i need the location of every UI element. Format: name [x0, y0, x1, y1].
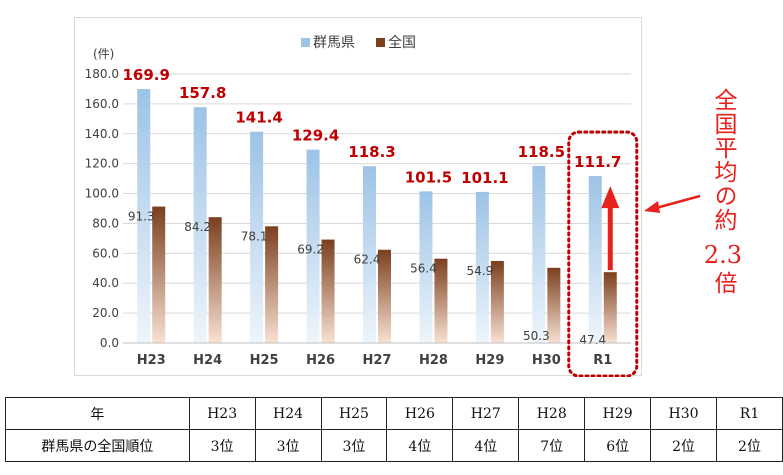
legend-swatch: [376, 38, 385, 47]
y-tick-label: 0.0: [100, 336, 119, 350]
table-cell: 3位: [188, 429, 256, 462]
bar-gunma: [588, 176, 602, 343]
legend-label: 全国: [388, 34, 416, 51]
table-cell: 7位: [518, 429, 586, 462]
y-tick-label: 120.0: [85, 157, 119, 171]
x-tick-label: H23: [137, 353, 166, 368]
table-cell: 年: [5, 397, 190, 430]
data-label-gunma: 141.4: [235, 109, 282, 127]
data-label-national: 47.4: [579, 333, 606, 347]
y-tick-label: 140.0: [85, 127, 119, 141]
ratio-callout: 全国平均の約 2.3 倍: [700, 88, 746, 302]
x-tick-label: H28: [419, 353, 448, 368]
table-cell: H28: [518, 397, 586, 430]
legend-swatch: [301, 38, 310, 47]
legend-label: 群馬県: [313, 35, 355, 51]
data-label-national: 50.3: [523, 329, 550, 343]
table-cell: 3位: [254, 429, 322, 462]
x-tick-label: H24: [193, 353, 222, 368]
table-cell: H30: [650, 397, 718, 430]
table-cell: H23: [188, 397, 256, 430]
callout-text-top: 全国平均の約: [710, 88, 736, 232]
data-label-national: 54.9: [467, 264, 494, 278]
data-label-gunma: 101.5: [405, 168, 452, 186]
bar-gunma: [419, 191, 433, 343]
bar-national: [434, 258, 448, 343]
data-label-gunma: 118.5: [518, 143, 565, 161]
table-cell: 4位: [452, 429, 520, 462]
table-header-row: 年 H23 H24 H25 H26 H27 H28 H29 H30 R1: [5, 397, 783, 430]
y-tick-label: 100.0: [85, 187, 119, 201]
highlight-box: [567, 130, 639, 377]
up-arrow-head: [601, 186, 620, 209]
data-label-gunma: 111.7: [574, 153, 621, 171]
bar-gunma: [193, 107, 207, 343]
bar-chart: 169.9 91.3 157.8 84.2 141.4 78.1 129.4 69.2 118.…: [85, 34, 639, 377]
x-tick-label: H27: [363, 353, 392, 368]
y-tick-label: 20.0: [92, 306, 119, 320]
bar-gunma: [306, 149, 320, 343]
y-tick-label: 180.0: [85, 67, 119, 81]
table-cell: 2位: [650, 429, 718, 462]
data-label-national: 56.4: [410, 262, 437, 276]
table-cell: 3位: [320, 429, 388, 462]
bar-gunma: [363, 166, 376, 343]
bar-national: [603, 272, 617, 343]
pointer-arrow-line: [655, 194, 701, 210]
pointer-arrow-head: [644, 201, 660, 213]
bar-national: [321, 239, 335, 343]
callout-number: 2.3: [703, 241, 743, 269]
x-tick-label: H25: [250, 353, 279, 368]
bar-gunma: [475, 191, 489, 343]
x-tick-label: R1: [593, 353, 612, 368]
table-cell: R1: [716, 397, 783, 430]
y-tick-label: 80.0: [92, 216, 119, 230]
table-row: 群馬県の全国順位 3位 3位 3位 4位 4位 7位 6位 2位 2位: [5, 429, 783, 462]
data-label-national: 62.4: [354, 253, 381, 267]
data-label-gunma: 118.3: [348, 143, 395, 161]
table-cell: 4位: [386, 429, 454, 462]
table-cell: 群馬県の全国順位: [5, 429, 190, 462]
bar-national: [265, 226, 279, 343]
table-cell: H27: [452, 397, 520, 430]
y-unit-label: (件): [93, 47, 114, 61]
data-label-gunma: 157.8: [179, 84, 226, 102]
y-tick-label: 40.0: [92, 276, 119, 290]
bar-national: [490, 260, 504, 343]
data-label-gunma: 101.1: [461, 169, 508, 187]
bar-national: [152, 206, 166, 343]
y-tick-label: 160.0: [85, 97, 119, 111]
y-tick-label: 60.0: [92, 246, 119, 260]
data-label-gunma: 129.4: [292, 127, 339, 145]
x-tick-label: H30: [532, 353, 561, 368]
x-tick-label: H29: [475, 353, 504, 368]
rank-table: 年 H23 H24 H25 H26 H27 H28 H29 H30 R1 群馬県…: [5, 397, 783, 462]
callout-text-bottom: 倍: [710, 271, 736, 295]
data-label-national: 84.2: [184, 220, 211, 234]
bar-national: [208, 217, 222, 343]
table-cell: H29: [584, 397, 652, 430]
data-label-gunma: 169.9: [122, 66, 169, 84]
table-cell: 6位: [584, 429, 652, 462]
bar-gunma: [137, 89, 151, 343]
table-cell: H26: [386, 397, 454, 430]
data-label-national: 91.3: [128, 210, 155, 224]
bar-gunma: [250, 131, 264, 343]
data-label-national: 69.2: [297, 243, 324, 257]
chart-frame: 169.9 91.3 157.8 84.2 141.4 78.1 129.4 69.2 118.…: [74, 17, 642, 377]
bar-national: [378, 249, 391, 343]
bar-national: [547, 267, 561, 343]
data-label-national: 78.1: [241, 229, 268, 243]
x-tick-label: H26: [306, 353, 335, 368]
bar-gunma: [532, 165, 546, 343]
table-cell: H25: [320, 397, 388, 430]
table-cell: 2位: [716, 429, 783, 462]
table-cell: H24: [254, 397, 322, 430]
